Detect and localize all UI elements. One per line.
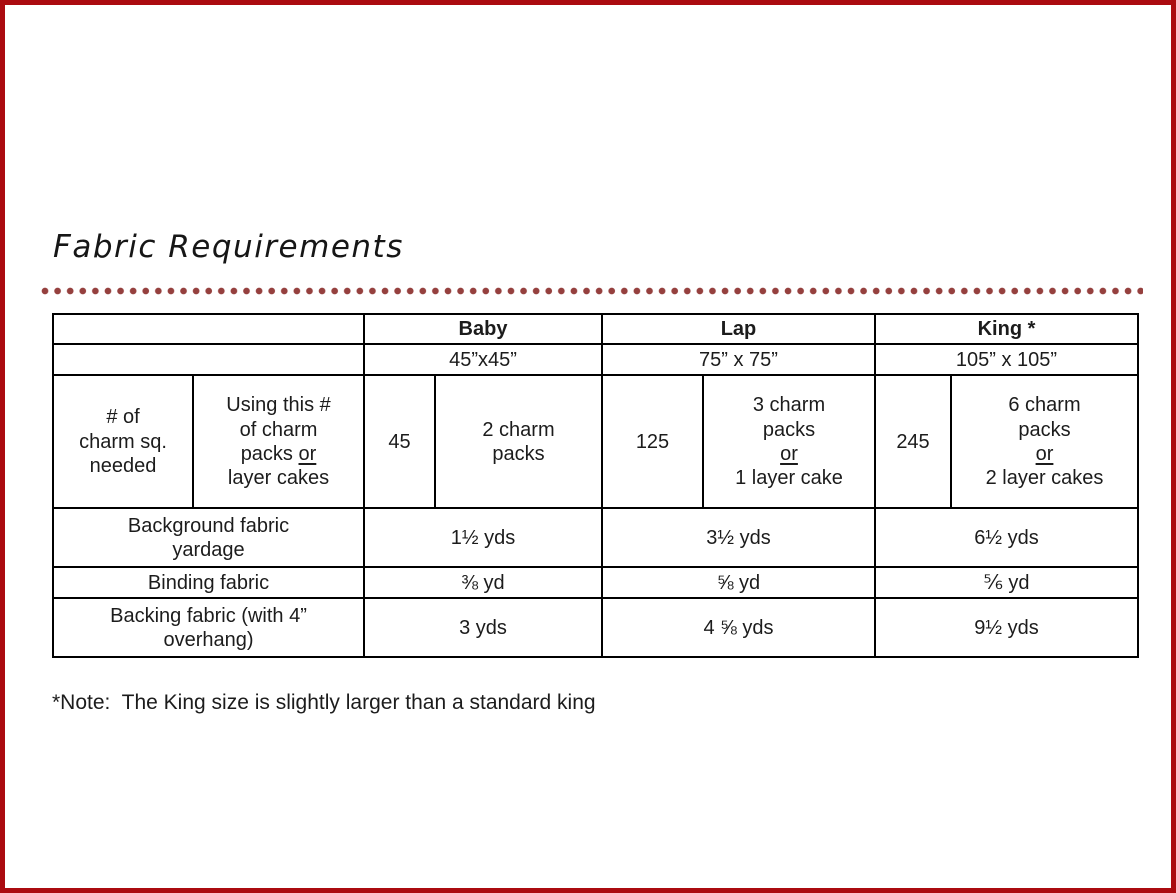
charm-squares-row: # of charm sq. needed Using this # of ch… bbox=[52, 374, 1139, 510]
size-name-row: Baby Lap King * bbox=[52, 312, 1139, 346]
empty-corner-cell bbox=[52, 343, 365, 377]
background-fabric-row: Background fabric yardage 1½ yds 3½ yds … bbox=[52, 507, 1139, 569]
lap-charm-count: 125 bbox=[601, 374, 704, 510]
charm-using-prefix: Using this # of charm packs bbox=[226, 394, 331, 465]
lap-charm-packs: 3 charm packs or 1 layer cake bbox=[702, 374, 876, 510]
backing-baby-value: 3 yds bbox=[363, 597, 603, 659]
background-king-value: 6½ yds bbox=[874, 507, 1139, 569]
lap-layer-cake-text: 1 layer cake bbox=[735, 467, 843, 490]
baby-charm-packs: 2 charm packs bbox=[434, 374, 603, 510]
binding-fabric-label: Binding fabric bbox=[52, 566, 365, 600]
charm-count-label: # of charm sq. needed bbox=[52, 374, 194, 510]
or-text: or bbox=[298, 442, 317, 465]
backing-lap-value: 4 ⅝ yds bbox=[601, 597, 876, 659]
binding-fabric-row: Binding fabric ⅜ yd ⅝ yd ⅚ yd bbox=[52, 566, 1139, 600]
column-header-baby: Baby bbox=[363, 312, 603, 346]
charm-using-label: Using this # of charm packs or layer cak… bbox=[192, 374, 365, 510]
page-title: Fabric Requirements bbox=[53, 229, 404, 265]
king-charm-packs: 6 charm packs or 2 layer cakes bbox=[950, 374, 1139, 510]
background-lap-value: 3½ yds bbox=[601, 507, 876, 569]
lap-dimensions: 75” x 75” bbox=[601, 343, 876, 377]
size-dimension-row: 45”x45” 75” x 75” 105” x 105” bbox=[52, 343, 1139, 377]
or-text: or bbox=[1035, 442, 1054, 465]
king-packs-text: 6 charm packs bbox=[1008, 394, 1081, 441]
binding-baby-value: ⅜ yd bbox=[363, 566, 603, 600]
backing-fabric-row: Backing fabric (with 4” overhang) 3 yds … bbox=[52, 597, 1139, 659]
backing-king-value: 9½ yds bbox=[874, 597, 1139, 659]
background-fabric-label: Background fabric yardage bbox=[52, 507, 365, 569]
dotted-rule bbox=[41, 286, 1143, 296]
or-text: or bbox=[780, 442, 798, 465]
fabric-requirements-table: Baby Lap King * 45”x45” 75” x 75” 105” x… bbox=[52, 312, 1139, 659]
baby-charm-count: 45 bbox=[363, 374, 436, 510]
charm-using-suffix: layer cakes bbox=[227, 467, 330, 490]
column-header-king: King * bbox=[874, 312, 1139, 346]
binding-king-value: ⅚ yd bbox=[874, 566, 1139, 600]
lap-packs-text: 3 charm packs bbox=[752, 394, 826, 441]
empty-corner-cell bbox=[52, 312, 365, 346]
king-layer-cake-text: 2 layer cakes bbox=[985, 467, 1104, 490]
king-charm-count: 245 bbox=[874, 374, 952, 510]
backing-fabric-label: Backing fabric (with 4” overhang) bbox=[52, 597, 365, 659]
king-dimensions: 105” x 105” bbox=[874, 343, 1139, 377]
background-baby-value: 1½ yds bbox=[363, 507, 603, 569]
column-header-lap: Lap bbox=[601, 312, 876, 346]
binding-lap-value: ⅝ yd bbox=[601, 566, 876, 600]
king-size-note: *Note: The King size is slightly larger … bbox=[52, 691, 596, 714]
baby-dimensions: 45”x45” bbox=[363, 343, 603, 377]
